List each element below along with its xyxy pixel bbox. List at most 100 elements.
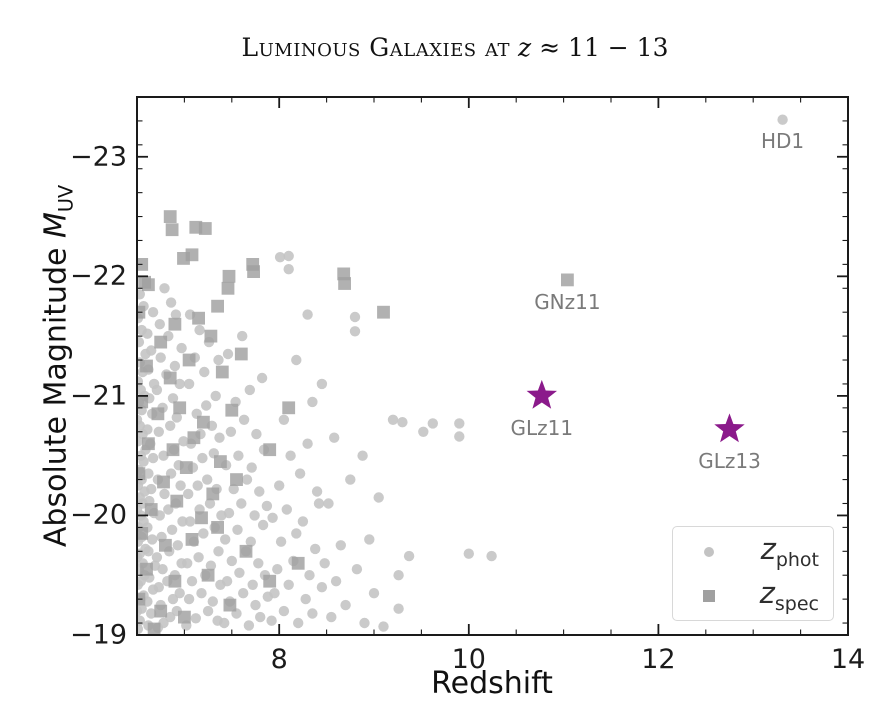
scatter-point-star <box>526 379 557 409</box>
scatter-point-zspec <box>223 598 237 612</box>
scatter-point-zphot <box>142 328 153 339</box>
scatter-point-zphot <box>463 548 474 559</box>
scatter-point-zphot <box>146 608 157 619</box>
y-axis-label-subscript: UV <box>54 184 78 213</box>
scatter-point-zphot <box>294 468 306 479</box>
scatter-point-zspec <box>337 267 351 281</box>
scatter-point-zspec <box>168 317 182 331</box>
scatter-point-zspec <box>166 443 180 457</box>
y-axis-label-text: Absolute Magnitude <box>38 247 74 548</box>
legend-zphot-main: z <box>760 532 776 567</box>
scatter-point-zphot <box>311 486 323 497</box>
scatter-point-zphot <box>250 599 261 611</box>
scatter-point-zphot <box>297 516 309 527</box>
scatter-point-zphot <box>316 378 328 390</box>
scatter-point-zspec <box>197 415 210 429</box>
scatter-point-zphot <box>165 420 176 431</box>
scatter-point-zphot <box>351 564 363 575</box>
scatter-point-zphot <box>142 424 153 435</box>
scatter-point-zspec <box>204 329 218 343</box>
zphot-circle-icon <box>673 544 745 560</box>
x-tick-label: 12 <box>641 644 676 675</box>
scatter-point-zspec <box>187 431 201 445</box>
scatter-point-zphot <box>199 366 210 378</box>
scatter-point-zphot <box>236 498 247 509</box>
scatter-point-zphot <box>313 498 325 509</box>
scatter-point-zphot <box>157 564 168 575</box>
scatter-point-zphot <box>232 524 243 535</box>
scatter-point-zphot <box>146 345 157 356</box>
scatter-point-zphot <box>274 480 285 491</box>
scatter-point-zphot <box>293 617 304 629</box>
scatter-point-zphot <box>201 400 212 411</box>
scatter-point-zphot <box>307 396 318 408</box>
scatter-point-zspec <box>338 277 351 290</box>
scatter-point-zphot <box>223 507 235 519</box>
y-axis-label-math-variable: M <box>38 212 74 238</box>
scatter-point-zphot <box>167 393 179 404</box>
scatter-point-zspec <box>144 503 158 516</box>
scatter-point-zphot <box>213 354 224 366</box>
point-label-gnz11: GNz11 <box>534 289 601 314</box>
scatter-point-zspec <box>377 305 390 319</box>
scatter-point-zphot <box>777 114 788 125</box>
scatter-point-zphot <box>207 596 218 607</box>
scatter-point-zphot <box>167 593 179 605</box>
scatter-point-zphot <box>302 438 313 449</box>
scatter-point-zphot <box>137 336 145 348</box>
scatter-point-zphot <box>151 552 163 563</box>
scatter-point-zphot <box>302 309 313 320</box>
scatter-point-zphot <box>174 588 185 599</box>
scatter-point-zspec <box>182 353 196 367</box>
scatter-point-zphot <box>274 252 286 263</box>
scatter-point-zphot <box>205 560 217 571</box>
scatter-point-zphot <box>257 519 269 531</box>
scatter-point-zphot <box>153 426 164 437</box>
point-label-glz13: GLz13 <box>698 449 761 474</box>
scatter-point-zspec <box>165 223 179 237</box>
chart-title-text: Luminous Galaxies at <box>241 33 511 62</box>
y-tick-label: −22 <box>70 260 127 292</box>
scatter-point-zphot <box>310 543 321 555</box>
scatter-point-zphot <box>283 264 294 275</box>
scatter-point-zspec <box>201 568 215 582</box>
scatter-point-zphot <box>146 483 157 495</box>
scatter-point-zphot <box>247 579 258 590</box>
scatter-point-zphot <box>158 617 169 629</box>
scatter-point-zphot <box>137 623 144 635</box>
scatter-point-zphot <box>222 348 234 360</box>
legend-label-zphot: zphot <box>761 532 833 571</box>
scatter-point-zspec <box>157 475 170 489</box>
scatter-point-zspec <box>247 265 260 278</box>
legend-label-zspec: zspec <box>760 576 833 615</box>
scatter-point-zphot <box>166 524 178 535</box>
y-tick-label: −20 <box>70 499 127 531</box>
scatter-point-zphot <box>234 567 245 578</box>
scatter-point-zspec <box>222 269 236 283</box>
scatter-point-zspec <box>163 371 177 385</box>
scatter-point-zphot <box>267 512 278 523</box>
scatter-point-zspec <box>178 610 191 624</box>
scatter-point-zphot <box>137 603 147 614</box>
scatter-point-zphot <box>340 599 351 611</box>
scatter-point-zphot <box>194 324 205 336</box>
scatter-point-zspec <box>185 533 199 546</box>
legend-zspec-sub: spec <box>774 592 819 615</box>
scatter-point-zphot <box>251 428 262 440</box>
scatter-point-zphot <box>143 468 154 479</box>
scatter-point-zphot <box>364 534 375 545</box>
scatter-point-zphot <box>202 474 213 485</box>
plot-frame <box>136 96 849 636</box>
scatter-point-zspec <box>154 604 168 618</box>
scatter-point-zspec <box>147 622 161 635</box>
scatter-point-zphot <box>266 615 277 626</box>
scatter-points-group <box>137 114 788 635</box>
scatter-point-zphot <box>198 528 209 539</box>
scatter-point-zphot <box>183 593 195 605</box>
scatter-point-zspec <box>211 299 224 313</box>
scatter-point-zphot <box>397 417 408 428</box>
scatter-point-zphot <box>233 450 244 461</box>
scatter-point-zspec <box>163 210 177 223</box>
x-tick-label: 14 <box>830 644 866 675</box>
